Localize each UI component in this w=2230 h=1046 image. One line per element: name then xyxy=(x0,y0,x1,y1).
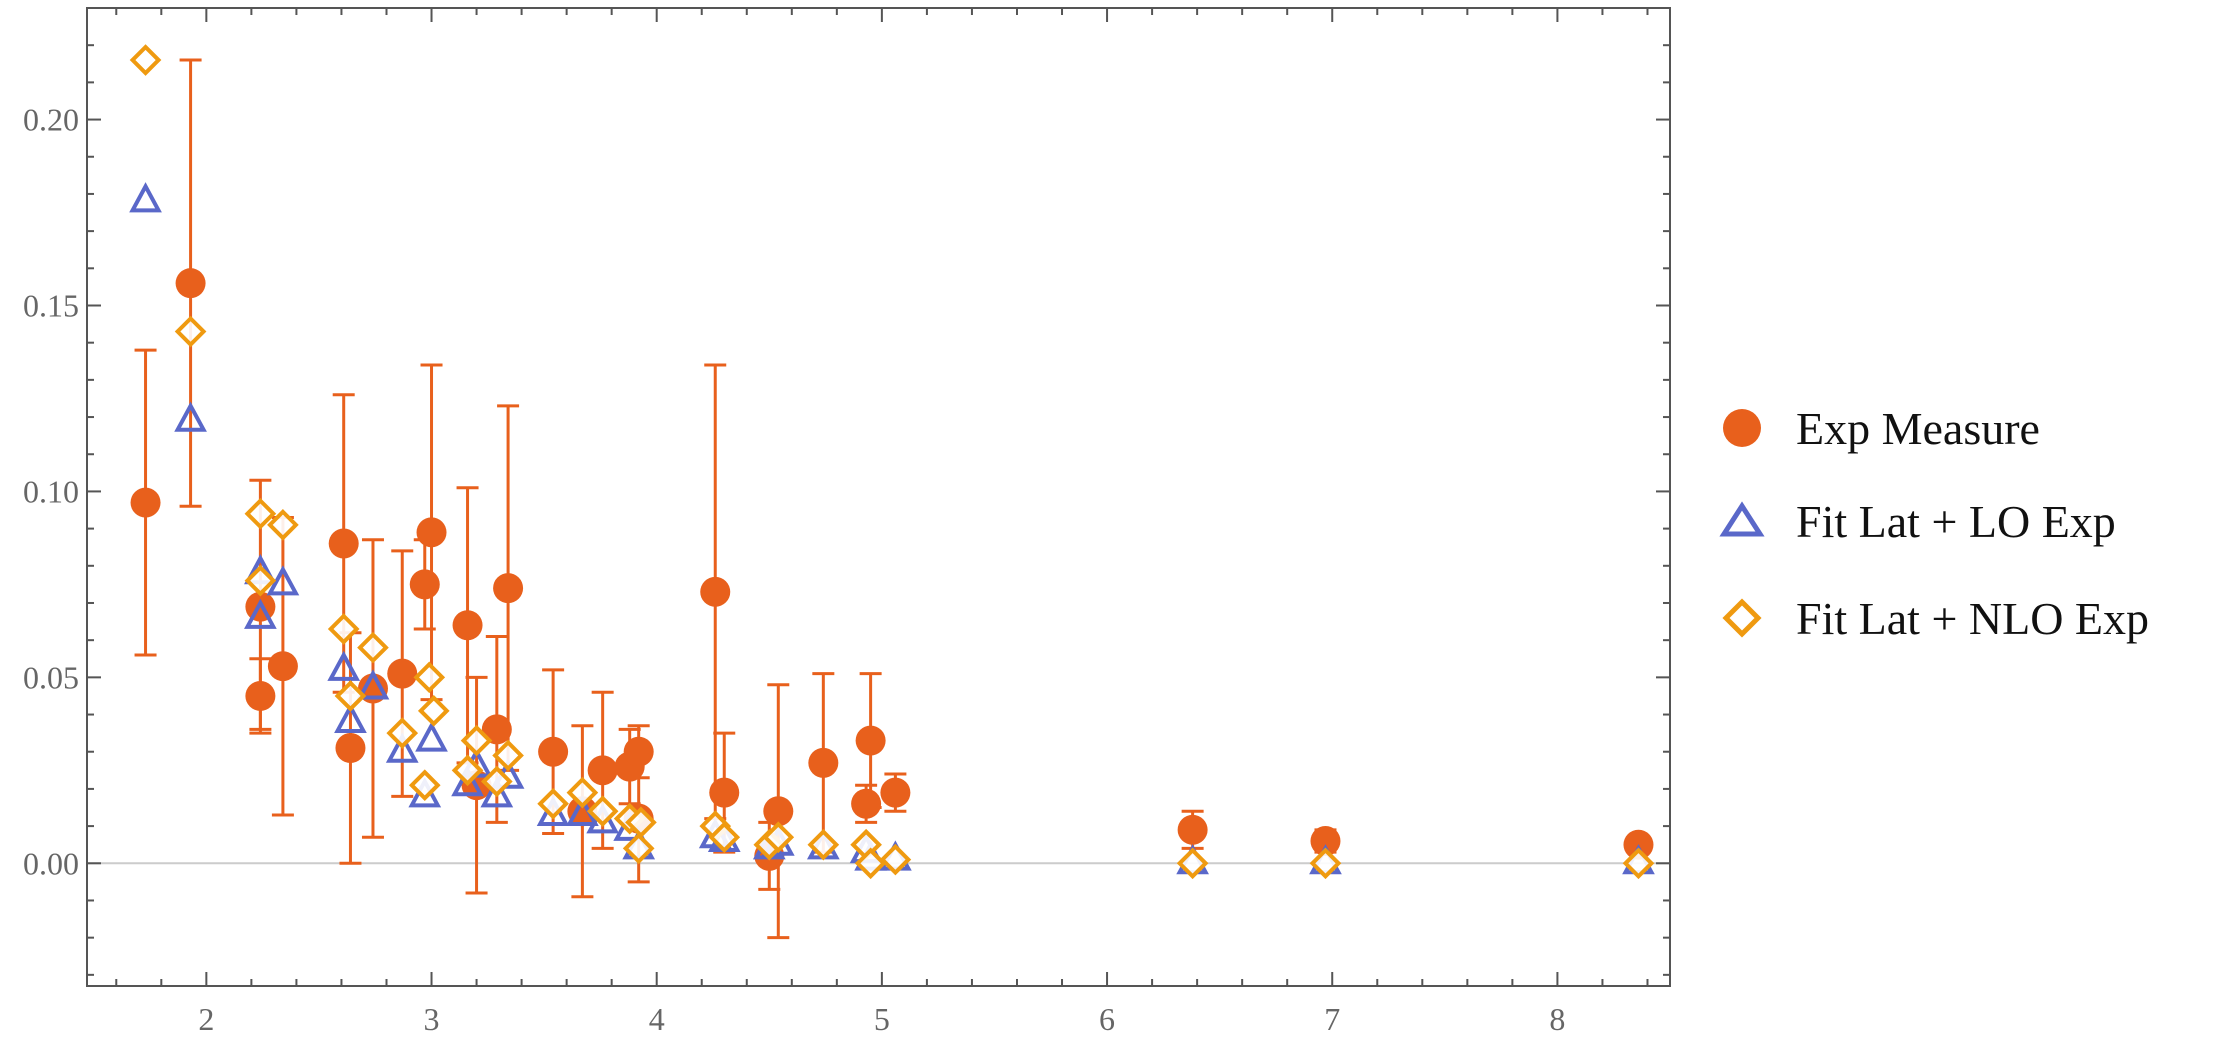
exp-measure-point xyxy=(709,777,740,808)
exp-measure-point xyxy=(245,680,276,711)
exp-measure-point xyxy=(409,569,440,600)
exp-measure-point xyxy=(481,714,512,745)
nlo-fit-point xyxy=(327,613,360,645)
exp-measure-point xyxy=(1177,814,1208,845)
nlo-fit-point xyxy=(244,564,277,597)
exp-measure-point xyxy=(493,573,524,604)
nlo-fit-point xyxy=(854,847,887,880)
nlo-fit-point xyxy=(413,661,446,694)
exp-measure-point xyxy=(855,725,886,756)
lo-fit-point xyxy=(334,702,367,733)
legend-diamond-icon xyxy=(1722,598,1762,638)
series-marks xyxy=(129,44,1655,880)
y-tick-label: 0.05 xyxy=(23,659,79,695)
lo-fit-point xyxy=(327,650,361,681)
exp-measure-point xyxy=(267,651,298,682)
x-tick-label: 3 xyxy=(424,1001,440,1037)
exp-measure-point xyxy=(175,268,206,299)
nlo-fit-point xyxy=(492,739,524,772)
lo-fit-point xyxy=(266,565,300,596)
exp-measure-point xyxy=(763,796,794,827)
legend-label-exp-measure: Exp Measure xyxy=(1796,403,2040,454)
y-tick-label: 0.10 xyxy=(23,473,79,509)
nlo-fit-point xyxy=(762,821,795,854)
nlo-fit-point xyxy=(357,631,389,664)
lo-fit-point xyxy=(480,777,514,808)
nlo-fit-point xyxy=(408,769,441,802)
lo-fit-point xyxy=(415,721,448,752)
nlo-fit-point xyxy=(622,832,655,865)
exp-measure-point xyxy=(538,736,569,767)
nlo-fit-point xyxy=(807,828,840,861)
lo-fit-point xyxy=(451,765,484,797)
exp-measure-point xyxy=(387,658,418,689)
nlo-fit-point xyxy=(417,694,450,727)
nlo-fit-point xyxy=(460,724,493,757)
nlo-fit-point xyxy=(451,754,484,787)
y-tick-label: 0.00 xyxy=(23,845,79,881)
exp-measure-point xyxy=(328,528,359,559)
y-tick-label: 0.20 xyxy=(23,102,79,138)
exp-measure-point xyxy=(880,777,911,808)
exp-measure-point xyxy=(1310,825,1341,856)
exp-measure-point xyxy=(587,755,618,786)
x-tick-label: 5 xyxy=(874,1001,890,1037)
legend-label-fit-lat-lo-exp: Fit Lat + LO Exp xyxy=(1796,496,2116,547)
nlo-fit-point xyxy=(244,497,277,530)
nlo-fit-point xyxy=(1622,847,1655,880)
x-tick-label: 4 xyxy=(649,1001,665,1037)
lo-fit-point xyxy=(129,182,162,213)
legend-circle-icon xyxy=(1723,409,1761,447)
lo-fit-point xyxy=(385,732,419,763)
x-tick-label: 2 xyxy=(198,1001,214,1037)
exp-measure-point xyxy=(851,788,882,819)
x-tick-label: 7 xyxy=(1324,1001,1340,1037)
exp-measure-point xyxy=(808,747,839,778)
exp-measure-point xyxy=(700,576,731,607)
nlo-fit-point xyxy=(708,821,741,854)
legend-item-fit-lat-nlo-exp[interactable]: Fit Lat + NLO Exp xyxy=(1722,593,2149,644)
legend-triangle-icon xyxy=(1719,501,1765,537)
nlo-fit-point xyxy=(566,776,599,809)
x-tick-label: 8 xyxy=(1549,1001,1565,1037)
x-axis-tick-labels: 2 3 4 5 6 7 8 xyxy=(198,1001,1565,1037)
nlo-fit-point xyxy=(480,765,513,798)
nlo-fit-point xyxy=(586,795,619,828)
nlo-fit-point xyxy=(334,680,367,712)
exp-measure-point xyxy=(623,736,654,767)
exp-measure-point xyxy=(130,487,161,518)
lo-fit-point xyxy=(244,598,277,629)
nlo-fit-point xyxy=(129,44,162,76)
exp-measure-point xyxy=(335,733,366,764)
legend-item-exp-measure[interactable]: Exp Measure xyxy=(1723,403,2040,454)
legend: Exp Measure Fit Lat + LO Exp Fit Lat + N… xyxy=(1719,403,2149,644)
plot-frame xyxy=(86,7,1671,987)
nlo-fit-point xyxy=(625,806,657,839)
legend-item-fit-lat-lo-exp[interactable]: Fit Lat + LO Exp xyxy=(1719,496,2116,547)
axis-ticks xyxy=(87,8,1670,986)
nlo-fit-point xyxy=(1309,847,1342,880)
exp-measure-point xyxy=(452,610,483,641)
legend-label-fit-lat-nlo-exp: Fit Lat + NLO Exp xyxy=(1796,593,2149,644)
nlo-fit-point xyxy=(386,717,419,749)
exp-measure-point xyxy=(416,517,447,548)
nlo-fit-point xyxy=(267,509,299,541)
nlo-fit-point xyxy=(174,315,207,348)
nlo-fit-point xyxy=(1176,847,1209,880)
lo-fit-point xyxy=(174,401,207,432)
lo-fit-point xyxy=(356,669,390,700)
exp-measure-point xyxy=(567,796,598,827)
x-tick-label: 6 xyxy=(1099,1001,1115,1037)
y-axis-tick-labels: 0.00 0.05 0.10 0.15 0.20 xyxy=(23,102,79,882)
nlo-fit-point xyxy=(537,787,569,820)
y-tick-label: 0.15 xyxy=(23,287,79,323)
nlo-fit-point xyxy=(879,843,912,876)
